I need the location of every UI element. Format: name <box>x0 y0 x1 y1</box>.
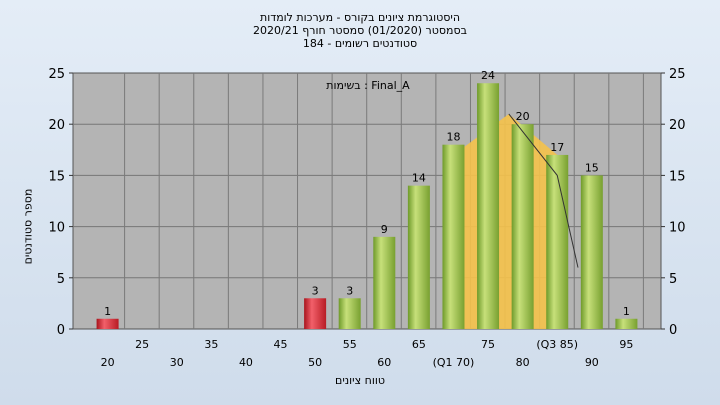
x-tick-label: 60 <box>377 356 391 369</box>
chart-title-line1: היסטוגרמת ציונים בקורס - מערכות לומדות <box>259 11 461 24</box>
bar-value-label: 24 <box>481 69 495 82</box>
x-tick-label: 45 <box>274 338 288 351</box>
x-tick-label: 75 <box>481 338 495 351</box>
annotation-text: בשימות : Final_A <box>326 79 410 92</box>
histogram-bar <box>96 318 119 329</box>
y-tick-label-right: 25 <box>669 67 686 82</box>
bar-value-label: 3 <box>346 284 353 297</box>
y-tick-label-right: 0 <box>669 323 677 338</box>
x-tick-label: (Q3 85) <box>536 338 578 351</box>
bar-value-label: 1 <box>623 305 630 318</box>
y-tick-label-right: 10 <box>669 221 686 236</box>
histogram-bar <box>511 124 534 329</box>
histogram-bar <box>546 154 569 329</box>
y-tick-label-left: 10 <box>48 221 65 236</box>
line-layer <box>508 113 579 268</box>
x-tick-label: 90 <box>585 356 599 369</box>
x-axis-label: טווח ציונים <box>335 374 385 387</box>
y-tick-label-right: 15 <box>669 169 686 184</box>
histogram-bar <box>477 83 500 330</box>
histogram-bar <box>304 298 327 329</box>
histogram-bar <box>442 144 465 329</box>
x-tick-label: (Q1 70) <box>433 356 475 369</box>
bar-value-label: 20 <box>516 110 530 123</box>
bar-value-label: 15 <box>585 161 599 174</box>
y-axis-label: מספר סטודנטים <box>21 188 35 265</box>
x-tick-label: 35 <box>204 338 218 351</box>
histogram-bar <box>338 298 361 329</box>
x-tick-label: 40 <box>239 356 253 369</box>
bar-value-label: 9 <box>381 223 388 236</box>
trend-line <box>508 113 579 268</box>
x-tick-label: 20 <box>101 356 115 369</box>
x-tick-label: 30 <box>170 356 184 369</box>
y-axis-label-wrap: מספר סטודנטים <box>8 150 48 310</box>
histogram-bar <box>580 175 603 329</box>
bars-layer <box>96 83 638 330</box>
bar-value-label: 3 <box>312 284 319 297</box>
y-tick-label-left: 25 <box>48 67 65 82</box>
histogram-bar <box>407 185 430 329</box>
y-tick-label-right: 20 <box>669 118 686 133</box>
chart-title-line3: סטודנטים רשומים - 184 <box>302 37 418 50</box>
y-tick-label-left: 15 <box>48 169 65 184</box>
y-tick-label-right: 5 <box>669 272 677 287</box>
y-tick-label-left: 5 <box>57 272 65 287</box>
distribution-area <box>453 113 558 330</box>
y-tick-label-left: 20 <box>48 118 65 133</box>
x-tick-label: 50 <box>308 356 322 369</box>
histogram-bar <box>615 318 638 329</box>
x-tick-label: 65 <box>412 338 426 351</box>
bar-value-label: 17 <box>550 141 564 154</box>
histogram-bar <box>373 236 396 329</box>
x-tick-label: 55 <box>343 338 357 351</box>
chart-title-line2: בסמסטר (01/2020) סמסטר חורף 2020/21 <box>253 24 467 37</box>
bar-value-label: 14 <box>412 172 426 185</box>
area-layer <box>453 113 558 330</box>
x-tick-label: 95 <box>619 338 633 351</box>
x-tick-label: 25 <box>135 338 149 351</box>
x-tick-label: 80 <box>516 356 530 369</box>
y-tick-label-left: 0 <box>57 323 65 338</box>
bar-value-label: 18 <box>446 131 460 144</box>
bar-value-label: 1 <box>104 305 111 318</box>
value-labels: 1 3 3 9 14 18 24 20 17 15 1 <box>104 69 630 318</box>
